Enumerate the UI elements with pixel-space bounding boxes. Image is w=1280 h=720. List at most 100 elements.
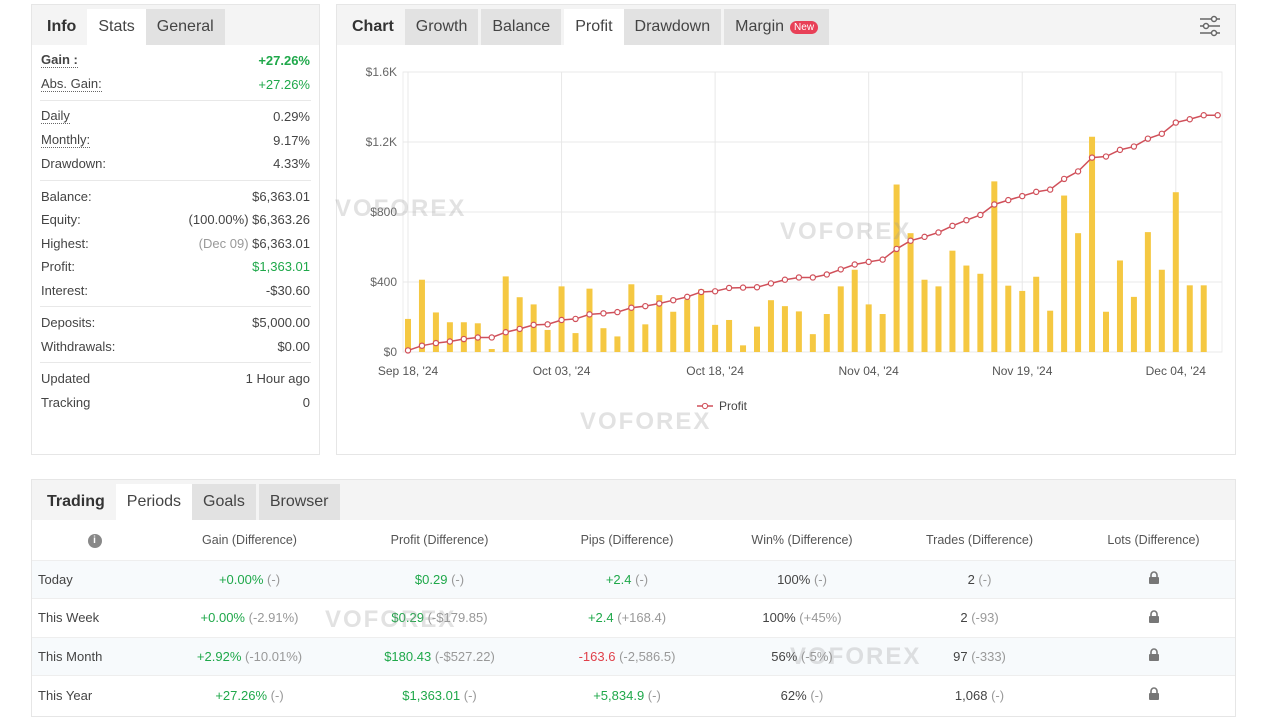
stat-value-text: +27.26% <box>258 76 310 92</box>
tab-drawdown[interactable]: Drawdown <box>623 9 722 45</box>
profit-bar <box>600 328 607 352</box>
profit-point <box>865 258 872 266</box>
legend-label: Profit <box>719 399 748 413</box>
profit-point <box>977 211 984 219</box>
profit-point <box>1158 130 1166 137</box>
profit-bar <box>1075 233 1082 352</box>
table-cell: 56% (-5%) <box>717 636 887 676</box>
y-tick-label: $400 <box>370 275 397 289</box>
stat-row: Monthly: 9.17% <box>32 129 319 153</box>
tab-chart[interactable]: Chart <box>352 18 394 35</box>
profit-point <box>516 325 523 333</box>
profit-point <box>628 304 635 311</box>
cell-difference: (+168.4) <box>617 610 667 626</box>
lock-icon[interactable] <box>1148 571 1160 585</box>
profit-bar <box>1089 136 1096 352</box>
profit-bar <box>991 181 998 352</box>
stats-tabs: Info Stats General <box>32 5 319 45</box>
table-cell: +5,834.9 (-) <box>537 675 717 714</box>
tab-periods[interactable]: Periods <box>115 484 193 520</box>
cell-difference: (-$179.85) <box>427 610 488 626</box>
tab-info[interactable]: Info <box>47 18 77 35</box>
profit-point <box>753 284 761 291</box>
sliders-icon[interactable] <box>1199 15 1221 37</box>
x-tick-label: Oct 03, '24 <box>533 364 591 378</box>
period-label: This Week <box>32 598 157 637</box>
stat-row: Drawdown: 4.33% <box>32 152 319 176</box>
profit-point <box>1102 153 1110 160</box>
profit-point <box>1046 186 1054 193</box>
stat-row: Abs. Gain: +27.26% <box>32 73 319 97</box>
cell-value: 100% <box>762 610 796 626</box>
cell-value: $0.29 <box>391 610 424 626</box>
stat-value-text: -$30.60 <box>265 282 310 298</box>
cell-value: 2 <box>967 571 975 587</box>
profit-bar <box>1116 260 1123 352</box>
profit-chart: $0 $400 $800 $1.2K $1.6K Sep 18, '24 Oct 03, '… <box>366 65 1223 413</box>
tab-profit[interactable]: Profit <box>564 9 624 45</box>
tab-growth[interactable]: Growth <box>404 9 479 45</box>
profit-point <box>851 261 858 268</box>
tab-stats[interactable]: Stats <box>87 9 146 45</box>
profit-point <box>823 271 831 278</box>
profit-bar <box>698 289 705 352</box>
profit-point <box>544 321 551 328</box>
divider <box>40 100 311 101</box>
stat-label[interactable]: Gain : <box>41 52 78 69</box>
cell-value: -163.6 <box>578 648 616 664</box>
profit-bar <box>1144 232 1151 352</box>
stat-label[interactable]: Abs. Gain: <box>41 75 102 92</box>
profit-bar <box>865 304 872 352</box>
stat-row: Tracking 0 <box>32 391 319 415</box>
stats-list: Gain : +27.26% Abs. Gain: +27.26% Daily 0.29%… <box>32 45 319 414</box>
stat-label: Interest: <box>41 282 88 298</box>
tab-trading[interactable]: Trading <box>47 493 105 510</box>
cell-difference: (-) <box>267 571 281 587</box>
table-cell <box>1072 636 1235 676</box>
cell-value: 97 <box>953 648 968 664</box>
lock-icon[interactable] <box>1148 648 1160 662</box>
cell-value: 1,068 <box>954 687 988 703</box>
profit-point <box>1019 192 1026 200</box>
stat-row: Deposits: $5,000.00 <box>32 311 319 335</box>
tab-general[interactable]: General <box>145 9 225 45</box>
lock-icon[interactable] <box>1148 687 1160 700</box>
table-cell <box>1072 598 1235 637</box>
profit-point <box>1088 154 1096 161</box>
profit-bar <box>781 306 788 352</box>
table-cell: $180.43 (-$527.22) <box>342 636 537 676</box>
stat-value-note: (Dec 09) <box>198 235 249 251</box>
periods-panel: Trading Periods Goals Browser i Gain (Di… <box>31 479 1236 717</box>
period-label: Today <box>32 559 157 599</box>
cell-difference: (-10.01%) <box>245 648 303 664</box>
cell-value: +0.00% <box>218 571 264 587</box>
profit-point <box>488 334 495 341</box>
stat-label: Profit: <box>41 259 75 275</box>
profit-bar <box>851 269 858 352</box>
profit-point <box>614 308 621 316</box>
profit-point <box>781 276 789 283</box>
stat-label[interactable]: Daily <box>41 108 70 125</box>
stat-label: Deposits: <box>41 315 96 331</box>
table-cell: +0.00% (-) <box>157 559 342 599</box>
profit-bar <box>712 324 719 352</box>
divider <box>40 306 311 307</box>
stat-label[interactable]: Monthly: <box>41 131 91 148</box>
stat-label: Equity: <box>41 212 81 228</box>
cell-value: $1,363.01 <box>402 687 461 703</box>
profit-bar <box>879 314 886 352</box>
info-icon[interactable]: i <box>87 533 102 548</box>
profit-point <box>1005 196 1012 204</box>
cell-value: +2.4 <box>605 571 632 587</box>
tab-browser[interactable]: Browser <box>258 484 340 520</box>
tab-margin[interactable]: Margin New <box>724 9 830 45</box>
divider <box>40 179 311 181</box>
stat-row: Withdrawals: $0.00 <box>32 335 319 359</box>
tab-balance[interactable]: Balance <box>481 9 562 45</box>
lock-icon[interactable] <box>1148 610 1160 623</box>
stat-label: Highest: <box>41 235 89 251</box>
profit-bar <box>1158 269 1165 352</box>
profit-point <box>935 229 942 236</box>
tab-goals[interactable]: Goals <box>192 484 256 520</box>
profit-bar <box>907 233 914 352</box>
